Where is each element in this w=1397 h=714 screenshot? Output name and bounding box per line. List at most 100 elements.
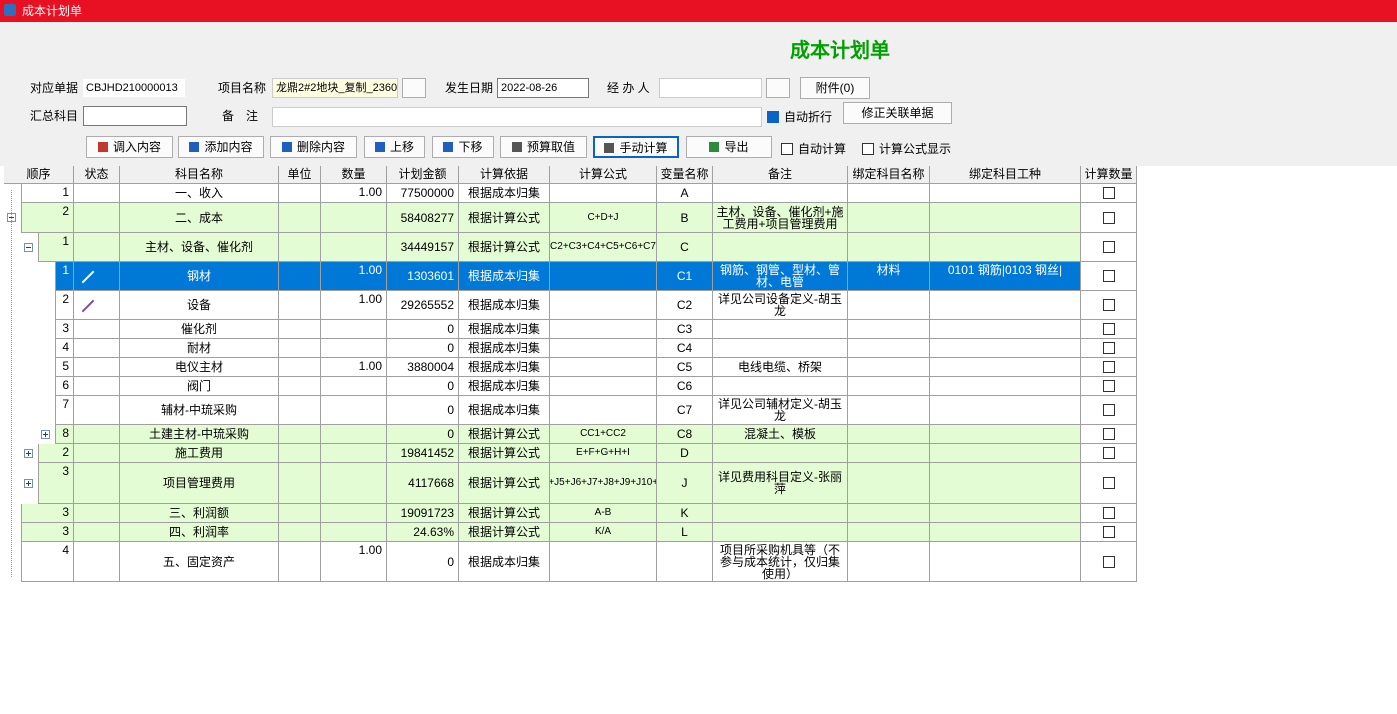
cell: 主材、设备、催化剂: [120, 233, 279, 262]
project-input[interactable]: 龙鼎2#2地块_复制_2360: [272, 78, 398, 98]
formula-display-checkbox[interactable]: [862, 143, 874, 155]
button-label: 下移: [458, 140, 483, 154]
cell: 3880004: [387, 358, 459, 377]
cell: [279, 291, 321, 320]
column-header: 计划金额: [387, 166, 459, 184]
calc-qty-checkbox[interactable]: [1102, 187, 1115, 199]
tree-expander[interactable]: [24, 478, 33, 488]
cell: [713, 444, 848, 463]
summary-select[interactable]: [83, 106, 187, 126]
cell: [279, 444, 321, 463]
check-cell: [1081, 203, 1137, 233]
toolbar-button[interactable]: 下移: [432, 136, 494, 158]
cell: 电线电缆、桥架: [713, 358, 848, 377]
cell: [848, 233, 930, 262]
tree-expander[interactable]: [24, 242, 33, 252]
tree-expander[interactable]: [24, 448, 33, 458]
cell: 1.00: [321, 358, 387, 377]
cell: [279, 184, 321, 203]
cell: [848, 523, 930, 542]
autowrap-checkbox[interactable]: [767, 111, 779, 123]
cell: 4: [21, 542, 74, 582]
toolbar-button[interactable]: 添加内容: [178, 136, 264, 158]
cell: [930, 233, 1081, 262]
calc-qty-checkbox[interactable]: [1102, 323, 1115, 335]
cell: 详见公司辅材定义-胡玉龙: [713, 396, 848, 425]
calc-qty-checkbox[interactable]: [1102, 299, 1115, 311]
cell: CC1+CC2: [550, 425, 657, 444]
check-cell: [1081, 444, 1137, 463]
handler-input[interactable]: [659, 78, 762, 98]
toolbar-button[interactable]: 预算取值: [500, 136, 587, 158]
column-header: 单位: [279, 166, 321, 184]
cell: [74, 339, 120, 358]
tree-expander[interactable]: [41, 429, 50, 439]
cell: [74, 377, 120, 396]
calc-qty-checkbox[interactable]: [1102, 477, 1115, 489]
auto-calc-checkbox[interactable]: [781, 143, 793, 155]
calc-qty-checkbox[interactable]: [1102, 342, 1115, 354]
calc-qty-checkbox[interactable]: [1102, 447, 1115, 459]
cell: [848, 291, 930, 320]
cell: [713, 320, 848, 339]
label: 对应单据: [30, 81, 79, 95]
cell: 1.00: [321, 542, 387, 582]
date-input[interactable]: 2022-08-26: [497, 78, 589, 98]
cell: [74, 425, 120, 444]
cell: [279, 425, 321, 444]
cell: [848, 542, 930, 582]
toolbar-button[interactable]: 手动计算: [593, 136, 679, 158]
calc-qty-checkbox[interactable]: [1102, 555, 1115, 568]
calc-qty-checkbox[interactable]: [1102, 361, 1115, 373]
cell: [550, 358, 657, 377]
cell: [930, 339, 1081, 358]
check-cell: [1081, 425, 1137, 444]
check-cell: [1081, 463, 1137, 504]
cell: [930, 523, 1081, 542]
cell: 钢筋、钢管、型材、管材、电管: [713, 262, 848, 291]
lookup-button[interactable]: [766, 78, 790, 98]
lookup-button[interactable]: [402, 78, 426, 98]
calc-qty-checkbox[interactable]: [1102, 404, 1115, 416]
calc-qty-checkbox[interactable]: [1102, 211, 1115, 224]
cell: [279, 262, 321, 291]
cell: J1+J2+J3+J4+J5+J6+J7+J8+J9+J10+J11+J12+J…: [550, 463, 657, 504]
edit-icon: [81, 299, 95, 312]
cell: 根据计算公式: [459, 463, 550, 504]
cell: [848, 463, 930, 504]
expander-bar: [28, 480, 29, 486]
calc-qty-checkbox[interactable]: [1102, 507, 1115, 519]
toolbar-button[interactable]: 导出: [686, 136, 772, 158]
calc-qty-checkbox[interactable]: [1102, 428, 1115, 440]
cell: [848, 396, 930, 425]
label: 项目名称: [218, 81, 267, 95]
calc-qty-checkbox[interactable]: [1102, 526, 1115, 538]
cell: 辅材-中琉采购: [120, 396, 279, 425]
cell: 混凝土、模板: [713, 425, 848, 444]
check-cell: [1081, 339, 1137, 358]
cell: 19091723: [387, 504, 459, 523]
check-cell: [1081, 262, 1137, 291]
toolbar-button[interactable]: 上移: [364, 136, 425, 158]
calc-qty-checkbox[interactable]: [1102, 270, 1115, 282]
calc-qty-checkbox[interactable]: [1102, 241, 1115, 253]
cell: 钢材: [120, 262, 279, 291]
doc-input[interactable]: CBJHD210000013: [82, 78, 186, 98]
cell: 根据成本归集: [459, 339, 550, 358]
cell: [74, 396, 120, 425]
cell: [848, 203, 930, 233]
calc-qty-checkbox[interactable]: [1102, 380, 1115, 392]
cell: [657, 542, 713, 582]
attach-button[interactable]: 附件(0): [800, 77, 870, 99]
column-header: 状态: [74, 166, 120, 184]
toolbar-button[interactable]: 删除内容: [270, 136, 357, 158]
label: 自动计算: [798, 142, 847, 156]
remark-input[interactable]: [272, 107, 762, 127]
cell: 阀门: [120, 377, 279, 396]
cell: [74, 262, 120, 291]
cell: 详见公司设备定义-胡玉龙: [713, 291, 848, 320]
button-icon: [374, 142, 385, 152]
toolbar-button[interactable]: 调入内容: [86, 136, 173, 158]
cell: [930, 184, 1081, 203]
fix-button[interactable]: 修正关联单据: [843, 102, 952, 124]
